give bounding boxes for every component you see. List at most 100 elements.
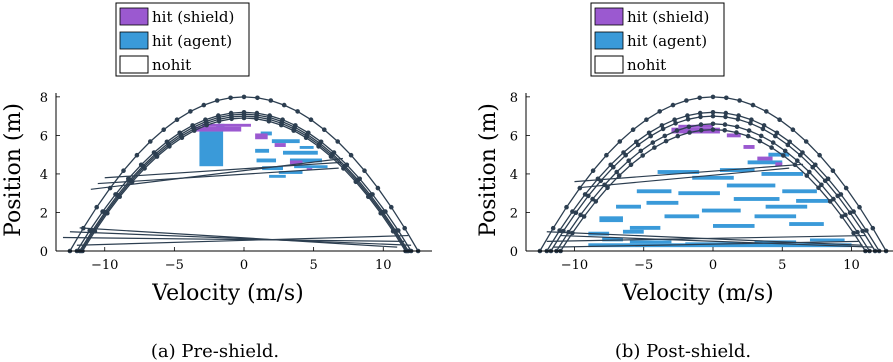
trajectory-point [685, 113, 690, 118]
y-axis-label: Position (m) [476, 103, 501, 237]
trajectory-point [736, 113, 741, 118]
trajectory-point [851, 230, 856, 236]
trajectory-point [191, 124, 196, 130]
trajectory-point [843, 185, 849, 191]
trajectory-point [241, 115, 247, 121]
trajectory-point [724, 95, 729, 101]
trajectory-point [722, 128, 727, 133]
hit-agent-region [726, 183, 776, 188]
trajectory-point [750, 102, 756, 108]
trajectory-segment [581, 167, 790, 189]
trajectory-point [662, 133, 668, 139]
trajectory-point [550, 225, 556, 231]
hit-agent-region [278, 171, 303, 174]
trajectory-point [375, 185, 381, 191]
trajectory-point [254, 112, 259, 118]
trajectory-point [229, 116, 234, 122]
trajectory-point [611, 164, 616, 170]
trajectory-segment [104, 161, 342, 179]
legend-label-nohit: nohit [627, 56, 666, 74]
trajectory-point [581, 214, 587, 219]
trajectory-point [316, 144, 321, 149]
hit-agent-region [602, 237, 623, 242]
y-tick-label: 6 [510, 129, 518, 144]
hit-agent-region [255, 148, 270, 153]
trajectory-point [830, 168, 836, 173]
x-tick-label: −5 [165, 258, 184, 273]
trajectory-point [389, 204, 394, 210]
hit-agent-region [719, 168, 755, 172]
trajectory-point [777, 117, 782, 122]
legend: hit (shield) hit (agent) nohit [590, 2, 725, 77]
trajectory-point [675, 133, 681, 139]
trajectory-point [650, 140, 656, 145]
hit-agent-region [765, 204, 808, 209]
trajectory-point [241, 111, 247, 117]
legend-swatch-nohit [119, 55, 149, 74]
hit-agent-region [782, 189, 817, 194]
legend-swatch-hit-agent [594, 31, 624, 50]
x-tick-label: 0 [240, 258, 248, 273]
trajectory-point [723, 110, 729, 116]
trajectory-point [134, 152, 140, 158]
trajectory-point [827, 199, 833, 204]
trajectory-point [699, 128, 704, 133]
trajectory-point [745, 133, 751, 139]
axes: −10 −5 0 5 10 0 2 4 6 8 [510, 91, 893, 273]
trajectory-point [735, 117, 741, 122]
trajectory-point [266, 118, 272, 124]
trajectory-point [281, 102, 287, 108]
trajectory-point [378, 210, 384, 216]
trajectory-point [710, 94, 716, 100]
hit-agent-region [629, 240, 672, 244]
trajectory-point [795, 158, 800, 163]
trajectory-point [570, 230, 575, 236]
trajectory-point [749, 117, 754, 122]
trajectory-point [659, 123, 665, 128]
trajectory-point [598, 178, 604, 184]
trajectory-point [685, 117, 691, 122]
y-tick-label: 2 [510, 206, 518, 221]
trajectory-point [698, 122, 704, 127]
trajectory-point [192, 128, 197, 133]
y-tick-label: 4 [510, 168, 518, 183]
trajectory-point [638, 148, 644, 154]
trajectory-segment [560, 234, 873, 248]
legend-label-hit-shield: hit (shield) [627, 8, 709, 26]
plot-area [537, 94, 889, 254]
trajectory-point [831, 196, 836, 202]
trajectory-point [807, 169, 812, 175]
trajectory-segment [79, 227, 398, 248]
hit-agent-region [768, 152, 790, 157]
hit-agent-region [796, 198, 831, 203]
trajectory-point [734, 130, 739, 135]
trajectory-point [792, 162, 798, 168]
plot-area [62, 94, 421, 254]
trajectory-point [760, 126, 766, 132]
trajectory-point [107, 185, 113, 191]
hit-agent-region [747, 160, 783, 165]
trajectory-point [722, 122, 728, 127]
trajectory-point [851, 209, 856, 214]
y-tick-label: 4 [40, 168, 48, 183]
hit-agent-region [789, 222, 824, 226]
trajectory-point [121, 168, 126, 173]
hit-agent-region [599, 216, 623, 223]
trajectory-segment [62, 236, 405, 242]
trajectory-point [129, 179, 135, 185]
x-tick-label: −10 [561, 258, 588, 273]
trajectory-segment [76, 234, 409, 246]
trajectory-point [626, 158, 631, 163]
legend-label-hit-agent: hit (agent) [152, 32, 232, 50]
hit-agent-region [733, 197, 780, 201]
trajectory-point [279, 119, 285, 124]
trajectory-point [402, 225, 408, 231]
trajectory-point [614, 169, 619, 175]
trajectory-segment [574, 163, 804, 183]
x-tick-label: −10 [91, 258, 118, 273]
trajectory-point [255, 95, 260, 101]
trajectory-point [617, 139, 623, 144]
hit-agent-region [678, 191, 720, 196]
trajectory-point [860, 228, 865, 234]
trajectory-line [539, 96, 887, 252]
